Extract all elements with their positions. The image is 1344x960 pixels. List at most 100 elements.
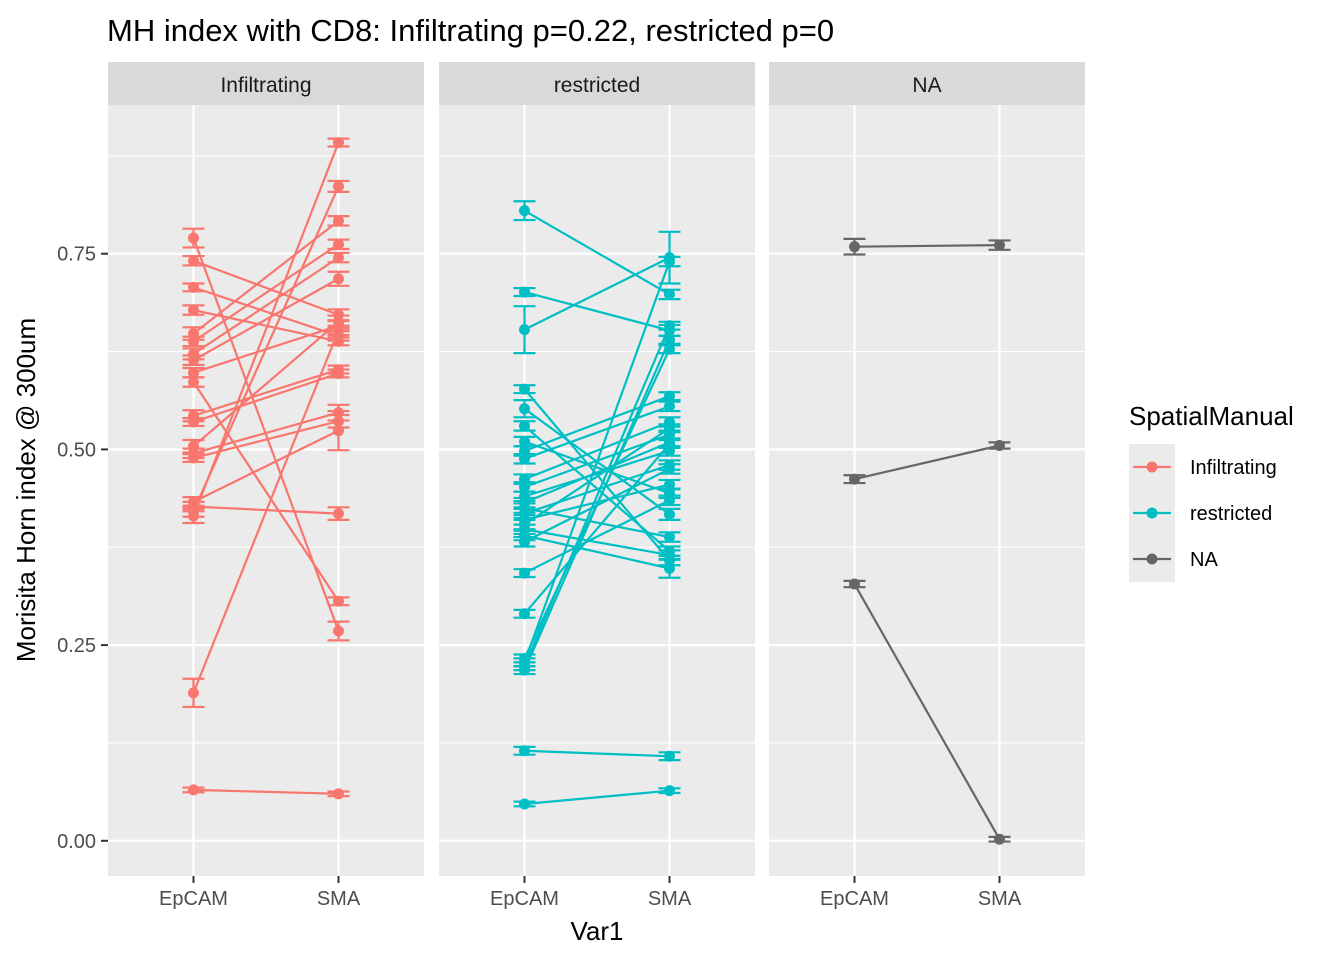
panel-grid <box>108 105 424 876</box>
data-point <box>519 567 530 579</box>
x-axis-title: Var1 <box>571 916 624 946</box>
series-line <box>523 209 671 296</box>
y-axis-title: Morisita Horn index @ 300um <box>11 318 41 662</box>
series-line <box>524 256 670 331</box>
data-point <box>664 562 675 574</box>
legend-key-point <box>1146 507 1158 519</box>
data-point <box>519 383 530 395</box>
y-tick-label: 0.25 <box>57 635 96 657</box>
series-line <box>524 420 670 481</box>
data-point <box>664 531 675 543</box>
data-point <box>333 273 344 285</box>
data-point <box>994 833 1005 845</box>
data-point <box>519 608 530 620</box>
data-point <box>664 494 675 506</box>
data-point <box>664 288 675 300</box>
data-point <box>519 481 530 493</box>
data-point <box>188 376 199 388</box>
series-line <box>524 534 670 570</box>
panel-background <box>769 105 1085 876</box>
data-point <box>664 256 675 268</box>
data-point <box>333 238 344 250</box>
series-line <box>193 286 339 337</box>
data-point <box>333 335 344 347</box>
series-line <box>524 405 670 460</box>
data-point <box>333 625 344 637</box>
series-line <box>854 244 1000 248</box>
series-line <box>192 243 340 343</box>
series-line <box>192 381 340 602</box>
legend-item: restricted <box>1129 490 1272 536</box>
series-line <box>524 291 670 332</box>
series-line <box>524 441 670 504</box>
panel-background <box>439 105 755 876</box>
data-point <box>333 425 344 437</box>
series-line <box>192 320 340 448</box>
series-line <box>193 372 339 424</box>
series-line <box>192 256 340 355</box>
data-point <box>664 343 675 355</box>
panel-data <box>513 200 681 810</box>
legend-label: restricted <box>1190 503 1272 525</box>
data-point <box>519 745 530 757</box>
data-point <box>664 508 675 520</box>
data-point <box>188 255 199 267</box>
data-point <box>664 390 675 402</box>
legend-items: Infiltrating restricted NA <box>1129 444 1277 582</box>
y-tick-label: 0.75 <box>57 244 96 266</box>
series-line <box>193 259 339 316</box>
series-line <box>853 583 1001 840</box>
data-point <box>333 324 344 336</box>
data-point <box>333 215 344 227</box>
data-point <box>188 416 199 428</box>
data-point <box>333 252 344 264</box>
legend-label: NA <box>1190 549 1218 571</box>
data-point <box>188 687 199 699</box>
data-point <box>333 137 344 149</box>
series-line <box>193 788 339 795</box>
data-point <box>664 438 675 450</box>
facet-strip <box>108 62 424 105</box>
data-point <box>519 453 530 465</box>
series-line <box>193 411 339 455</box>
facet-strip-label: restricted <box>554 74 640 97</box>
legend-title: SpatialManual <box>1129 401 1294 431</box>
data-point <box>333 595 344 607</box>
series-line <box>192 277 340 362</box>
x-tick-label: EpCAM <box>820 888 889 910</box>
data-point <box>664 549 675 561</box>
series-line <box>854 444 1000 481</box>
legend-key-point <box>1146 553 1158 565</box>
series-line <box>192 330 340 694</box>
data-point <box>664 320 675 332</box>
data-point <box>333 316 344 328</box>
x-tick-label: EpCAM <box>159 888 228 910</box>
series-line <box>523 427 671 526</box>
data-point <box>994 439 1005 451</box>
data-point <box>664 422 675 434</box>
data-point <box>188 304 199 316</box>
series-line <box>523 261 671 663</box>
data-point <box>519 403 530 415</box>
data-point <box>664 463 675 475</box>
facet-strip <box>769 62 1085 105</box>
data-point <box>188 335 199 347</box>
data-point <box>519 664 530 676</box>
data-point <box>188 367 199 379</box>
data-point <box>519 420 530 432</box>
data-point <box>849 473 860 485</box>
series-line <box>523 325 671 667</box>
panel-grid <box>769 105 1085 876</box>
data-point <box>188 354 199 366</box>
legend-item: Infiltrating <box>1129 444 1277 490</box>
data-point <box>188 510 199 522</box>
series-line <box>523 339 671 671</box>
facet-strip-label: Infiltrating <box>220 74 311 97</box>
data-point <box>664 479 675 491</box>
y-axis: 0.00 0.25 0.50 0.75 <box>57 244 108 853</box>
series-line <box>524 528 670 557</box>
data-point <box>664 400 675 412</box>
data-point <box>188 452 199 464</box>
data-point <box>849 578 860 590</box>
